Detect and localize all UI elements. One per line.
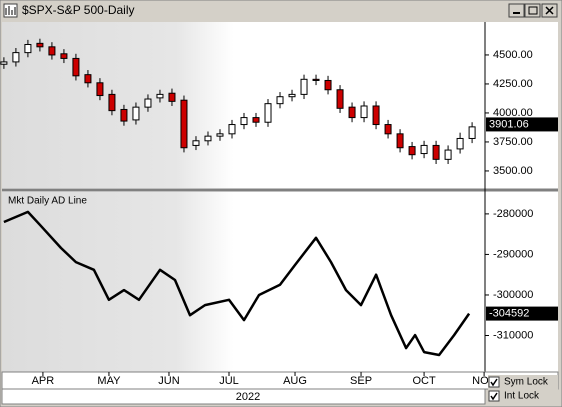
y-tick-label: 4500.00 bbox=[493, 49, 533, 61]
candle-body bbox=[60, 53, 68, 59]
candle-body bbox=[360, 105, 368, 119]
ad-line bbox=[3, 210, 471, 357]
year-axis bbox=[1, 388, 486, 405]
candle-body bbox=[264, 103, 272, 123]
x-axis-label: 2022 bbox=[236, 391, 260, 403]
checkbox-label[interactable]: Sym Lock bbox=[504, 377, 549, 388]
maximize-glyph bbox=[528, 6, 538, 15]
candle-body bbox=[456, 137, 464, 150]
window-buttons[interactable] bbox=[508, 3, 558, 18]
checkbox-label[interactable]: Int Lock bbox=[504, 391, 540, 402]
y-tick-label: 3750.00 bbox=[493, 136, 533, 148]
x-tick-label: JUL bbox=[219, 375, 239, 387]
y-tick-label: 4250.00 bbox=[493, 78, 533, 90]
candle-body bbox=[312, 78, 320, 81]
x-tick-label: OCT bbox=[412, 375, 436, 387]
maximize-button[interactable] bbox=[524, 3, 541, 18]
candle-body bbox=[444, 149, 452, 160]
candle-body bbox=[372, 105, 380, 126]
candle-body bbox=[432, 144, 440, 160]
candle-body bbox=[468, 126, 476, 139]
candle-body bbox=[48, 46, 56, 56]
candle-body bbox=[96, 82, 104, 97]
y-tick-label: 3500.00 bbox=[493, 165, 533, 177]
candle-body bbox=[36, 42, 44, 48]
candle-body bbox=[144, 98, 152, 108]
title-bar bbox=[1, 1, 561, 20]
x-tick-label: APR bbox=[32, 375, 55, 387]
x-tick-label: SEP bbox=[350, 375, 372, 387]
candle-body bbox=[216, 133, 224, 137]
candle-body bbox=[156, 93, 164, 99]
candle-body bbox=[420, 144, 428, 155]
x-tick-label: AUG bbox=[283, 375, 307, 387]
y-tick-label: -280000 bbox=[493, 208, 533, 220]
candle-body bbox=[384, 124, 392, 135]
minimize-button[interactable] bbox=[508, 3, 525, 18]
check-mark bbox=[490, 378, 498, 387]
candle-body bbox=[84, 74, 92, 84]
candle-body bbox=[288, 93, 296, 98]
app-icon bbox=[3, 3, 18, 18]
close-glyph bbox=[545, 6, 554, 15]
candle-body bbox=[324, 79, 332, 91]
y-tick-label: -300000 bbox=[493, 289, 533, 301]
control-box bbox=[488, 375, 558, 405]
candle-body bbox=[12, 52, 20, 63]
candle-body bbox=[240, 117, 248, 126]
candle-body bbox=[132, 106, 140, 121]
candle-body bbox=[180, 99, 188, 149]
candle-body bbox=[24, 44, 32, 54]
last-value-label: 3901.06 bbox=[489, 118, 529, 130]
x-tick-label: MAY bbox=[97, 375, 121, 387]
y-tick-label: -290000 bbox=[493, 248, 533, 260]
panel-title: Mkt Daily AD Line bbox=[8, 196, 87, 207]
checkbox[interactable] bbox=[488, 376, 500, 388]
candle-body bbox=[120, 108, 128, 122]
y-tick-label: -310000 bbox=[493, 329, 533, 341]
window-title: $SPX-S&P 500-Daily bbox=[22, 3, 135, 17]
price-panel bbox=[2, 22, 485, 188]
candle-body bbox=[228, 124, 236, 135]
candle-body bbox=[168, 92, 176, 102]
candle-body bbox=[204, 135, 212, 142]
y-tick-label: 4000.00 bbox=[493, 107, 533, 119]
candle-body bbox=[108, 93, 116, 112]
app-icon-glyph bbox=[5, 6, 16, 15]
last-value-box bbox=[486, 117, 558, 132]
candle-body bbox=[396, 133, 404, 149]
last-value-label: -304592 bbox=[489, 307, 529, 319]
candle-body bbox=[276, 96, 284, 105]
sym-lock-control[interactable]: Sym Lock bbox=[488, 375, 558, 405]
candle-body bbox=[192, 140, 200, 146]
checkbox[interactable] bbox=[488, 390, 500, 402]
last-value-box bbox=[486, 306, 558, 321]
check-mark bbox=[490, 392, 498, 401]
int-lock-control[interactable]: Int Lock bbox=[488, 390, 540, 402]
ad-panel bbox=[2, 192, 485, 372]
candle-body bbox=[336, 89, 344, 109]
candle-body bbox=[72, 57, 80, 77]
candle-body bbox=[300, 78, 308, 95]
candle-body bbox=[0, 61, 8, 65]
candle-body bbox=[348, 106, 356, 119]
x-tick-label: JUN bbox=[158, 375, 179, 387]
candle-body bbox=[252, 117, 260, 123]
candle-body bbox=[408, 146, 416, 156]
